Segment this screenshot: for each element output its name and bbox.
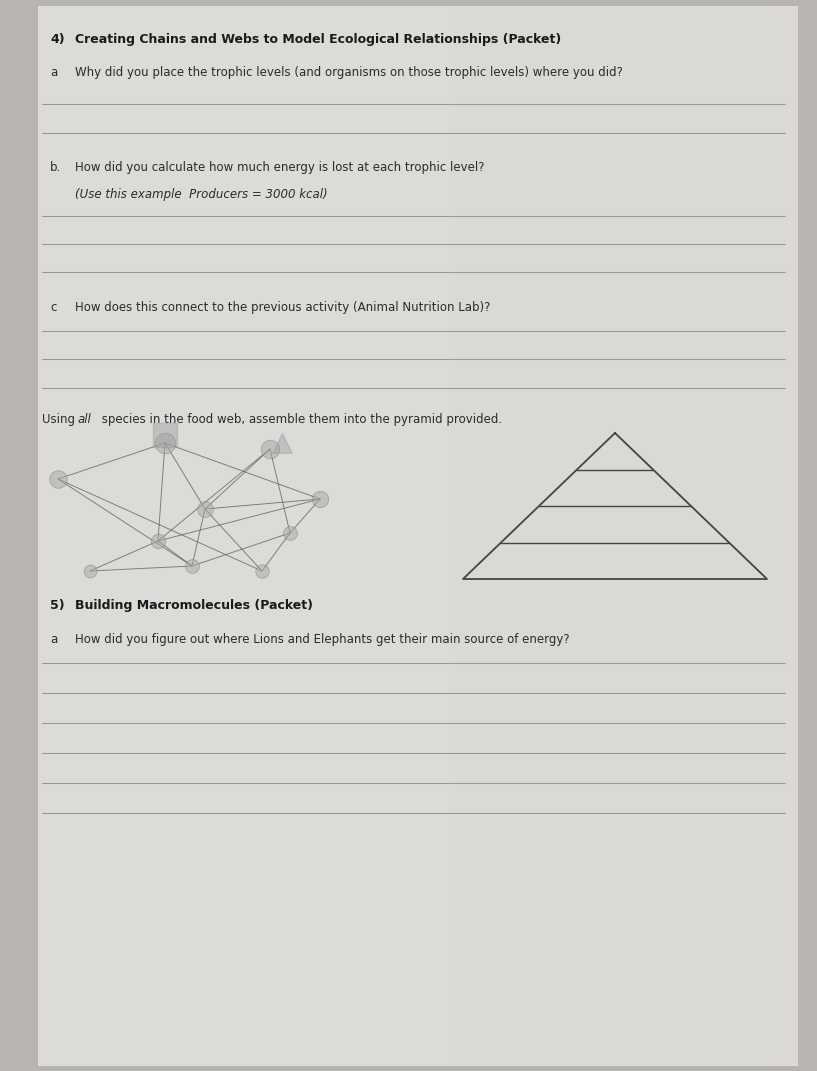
Text: Why did you place the trophic levels (and organisms on those trophic levels) whe: Why did you place the trophic levels (an… [75, 66, 623, 79]
Text: a: a [50, 66, 57, 79]
Bar [450, 6, 800, 1066]
Point [314, 491, 327, 508]
Text: How did you figure out where Lions and Elephants get their main source of energy: How did you figure out where Lions and E… [75, 633, 569, 646]
Point [185, 557, 199, 574]
Text: Building Macromolecules (Packet): Building Macromolecules (Packet) [75, 599, 313, 612]
Text: Creating Chains and Webs to Model Ecological Relationships (Packet): Creating Chains and Webs to Model Ecolog… [75, 33, 561, 46]
Text: species in the food web, assemble them into the pyramid provided.: species in the food web, assemble them i… [97, 413, 502, 426]
Text: all: all [78, 413, 92, 426]
Text: 5): 5) [50, 599, 65, 612]
Point [151, 532, 164, 549]
Text: c: c [50, 301, 56, 314]
Text: Using: Using [42, 413, 78, 426]
Point [256, 562, 269, 579]
Point [263, 440, 276, 457]
Point [83, 562, 96, 579]
Point [275, 435, 288, 452]
Text: How does this connect to the previous activity (Animal Nutrition Lab)?: How does this connect to the previous ac… [75, 301, 490, 314]
Point [158, 435, 172, 452]
Text: How did you calculate how much energy is lost at each trophic level?: How did you calculate how much energy is… [75, 161, 484, 174]
Text: a: a [50, 633, 57, 646]
Text: b.: b. [50, 161, 61, 174]
Text: (Use this example  Producers = 3000 kcal): (Use this example Producers = 3000 kcal) [75, 188, 328, 201]
Text: 4): 4) [50, 33, 65, 46]
Point [158, 426, 172, 443]
Point [283, 525, 297, 542]
Point [51, 470, 65, 487]
Point [199, 500, 212, 517]
